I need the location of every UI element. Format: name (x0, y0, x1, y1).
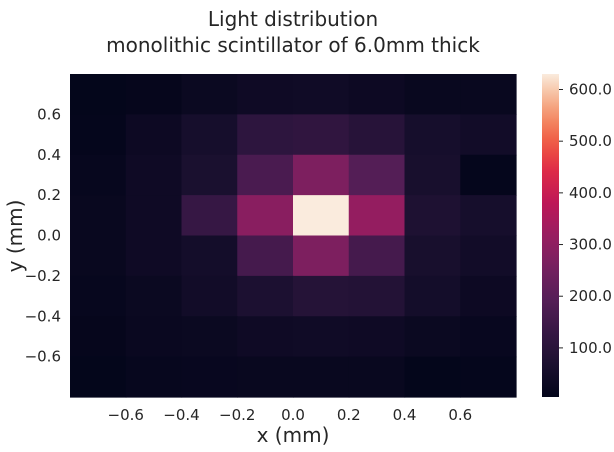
heatmap-cell (460, 74, 517, 115)
heatmap-cell (125, 114, 183, 156)
heatmap-cell (181, 275, 238, 317)
colorbar-tick-label: 500.0 (569, 132, 612, 150)
chart-title-line-1: Light distribution (207, 7, 379, 31)
heatmap-cell (181, 114, 238, 156)
heatmap-cells (70, 74, 517, 398)
heatmap-cell (237, 356, 294, 398)
heatmap-cell (348, 154, 406, 196)
heatmap-cell (404, 316, 461, 358)
heatmap-cell (125, 154, 183, 196)
y-tick-label: 0.6 (37, 105, 61, 123)
heatmap-cell (125, 356, 183, 398)
chart-title: Light distribution monolithic scintillat… (0, 6, 586, 58)
heatmap-cell (237, 114, 294, 156)
heatmap-cell (70, 356, 127, 398)
heatmap-cell (460, 195, 517, 237)
heatmap-cell (70, 275, 127, 317)
x-tick-label: −0.2 (219, 406, 255, 424)
heatmap-cell (70, 316, 127, 358)
colorbar-tick-label: 400.0 (569, 184, 612, 202)
heatmap-cell (181, 316, 238, 358)
heatmap-cell (348, 316, 406, 358)
heatmap-cell (70, 195, 127, 237)
heatmap-cell (293, 356, 350, 398)
x-axis-ticks: −0.6 −0.4 −0.2 0.0 0.2 0.4 0.6 (108, 406, 473, 424)
colorbar-ticks: 100.0 200.0 300.0 400.0 500.0 600.0 (559, 81, 612, 357)
heatmap-cell (460, 316, 517, 358)
heatmap-cell (125, 316, 183, 358)
heatmap-cell (348, 356, 406, 398)
heatmap-cell (70, 114, 127, 156)
heatmap-cell (181, 154, 238, 196)
heatmap-cell (293, 114, 350, 156)
heatmap-cell (293, 235, 350, 277)
heatmap-cell (125, 195, 183, 237)
heatmap-cell (293, 275, 350, 317)
heatmap-cell (237, 316, 294, 358)
heatmap-cell (70, 154, 127, 196)
heatmap-cell (181, 235, 238, 277)
colorbar-tick-label: 600.0 (569, 81, 612, 99)
heatmap-cell (293, 195, 350, 237)
colorbar-tick-label: 100.0 (569, 339, 612, 357)
heatmap-cell (460, 235, 517, 277)
heatmap-cell (404, 235, 461, 277)
y-tick-label: 0.2 (37, 186, 61, 204)
heatmap-cell (237, 74, 294, 115)
heatmap-cell (70, 74, 127, 115)
heatmap-cell (237, 275, 294, 317)
y-tick-label: 0.4 (37, 146, 61, 164)
y-tick-label: 0.0 (37, 227, 61, 245)
heatmap-cell (70, 235, 127, 277)
heatmap-cell (404, 275, 461, 317)
y-tick-label: −0.4 (25, 307, 61, 325)
heatmap-cell (404, 154, 461, 196)
x-tick-label: 0.6 (448, 406, 472, 424)
heatmap-cell (460, 154, 517, 196)
y-tick-label: −0.6 (25, 348, 61, 366)
heatmap-cell (181, 74, 238, 115)
heatmap-cell (348, 195, 406, 237)
x-tick-label: 0.0 (281, 406, 305, 424)
heatmap-cell (460, 275, 517, 317)
heatmap-cell (348, 74, 406, 115)
heatmap-cell (348, 275, 406, 317)
x-tick-label: 0.4 (393, 406, 417, 424)
heatmap-cell (404, 356, 461, 398)
heatmap-cell (125, 74, 183, 115)
heatmap-cell (293, 154, 350, 196)
heatmap-cell (404, 74, 461, 115)
heatmap-cell (348, 114, 406, 156)
heatmap-cell (404, 195, 461, 237)
x-axis-label: x (mm) (257, 423, 330, 447)
heatmap-cell (293, 316, 350, 358)
y-axis-ticks: −0.6 −0.4 −0.2 0.0 0.2 0.4 0.6 (25, 105, 61, 365)
heatmap-cell (404, 114, 461, 156)
heatmap-cell (237, 195, 294, 237)
heatmap-cell (348, 235, 406, 277)
heatmap-cell (460, 356, 517, 398)
heatmap-cell (125, 235, 183, 277)
x-tick-label: −0.6 (108, 406, 144, 424)
chart-title-line-2: monolithic scintillator of 6.0mm thick (106, 33, 480, 57)
heatmap-cell (125, 275, 183, 317)
y-tick-label: −0.2 (25, 267, 61, 285)
heatmap-cell (181, 356, 238, 398)
heatmap-cell (293, 74, 350, 115)
x-tick-label: −0.4 (163, 406, 199, 424)
heatmap-cell (237, 154, 294, 196)
heatmap-cell (460, 114, 517, 156)
heatmap-cell (237, 235, 294, 277)
colorbar-tick-label: 200.0 (569, 287, 612, 305)
x-tick-label: 0.2 (337, 406, 361, 424)
y-axis-label: y (mm) (3, 200, 27, 273)
colorbar-tick-label: 300.0 (569, 236, 612, 254)
heatmap-cell (181, 195, 238, 237)
colorbar (542, 74, 559, 397)
